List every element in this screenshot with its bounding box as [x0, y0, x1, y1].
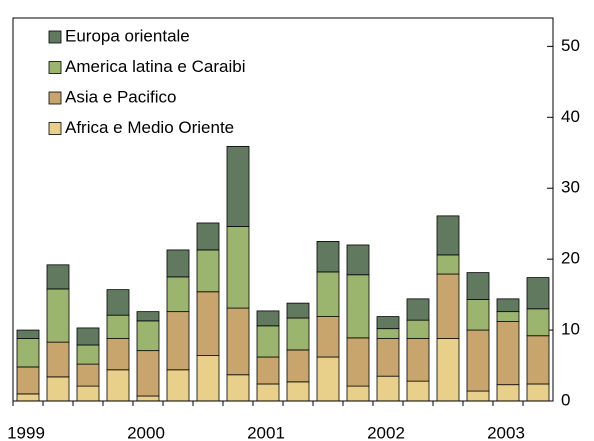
- bar-segment: [196, 249, 220, 293]
- bar-segment: [496, 384, 520, 402]
- bar-segment: [16, 366, 40, 395]
- bar-segment: [136, 350, 160, 397]
- bar-segment: [256, 383, 280, 402]
- bar-segment: [496, 298, 520, 313]
- legend-swatch: [48, 61, 62, 74]
- bar-segment: [406, 319, 430, 339]
- bar-segment: [466, 390, 490, 402]
- y-tick-label: 0: [561, 390, 570, 409]
- bar-segment: [196, 355, 220, 402]
- bar-segment: [286, 317, 310, 351]
- bar-segment: [526, 308, 550, 337]
- bar-segment: [196, 291, 220, 357]
- bar-segment: [346, 244, 370, 276]
- bar-segment: [196, 222, 220, 251]
- bar-segment: [466, 329, 490, 392]
- bar-segment: [16, 329, 40, 339]
- bar-segment: [166, 311, 190, 371]
- legend-label: Africa e Medio Oriente: [65, 118, 234, 137]
- bar-segment: [226, 307, 250, 376]
- bar-segment: [406, 338, 430, 382]
- bar-segment: [316, 356, 340, 402]
- legend-label: America latina e Caraibi: [65, 57, 245, 76]
- bar-segment: [286, 349, 310, 383]
- bar-segment: [526, 335, 550, 385]
- bar-segment: [316, 316, 340, 358]
- bar-segment: [46, 376, 70, 402]
- bar-segment: [376, 338, 400, 377]
- bar-segment: [76, 327, 100, 346]
- x-tick-label: 2000: [127, 423, 165, 441]
- bar-segment: [466, 299, 490, 331]
- bar-segment: [46, 288, 70, 343]
- legend-swatch: [48, 122, 62, 135]
- bar-segment: [496, 321, 520, 386]
- bar-segment: [466, 272, 490, 300]
- bar-segment: [76, 385, 100, 402]
- plot-frame: [12, 17, 554, 402]
- bar-segment: [406, 298, 430, 321]
- bar-segment: [346, 274, 370, 339]
- y-tick-label: 50: [561, 36, 580, 55]
- legend-label: Europa orientale: [65, 26, 190, 45]
- bar-segment: [106, 338, 130, 371]
- bar-segment: [16, 393, 40, 402]
- y-tick-label: 20: [561, 249, 580, 268]
- bar-segment: [16, 338, 40, 368]
- bar-segment: [166, 249, 190, 278]
- bar-segment: [136, 395, 160, 402]
- x-tick-label: 2001: [247, 423, 285, 441]
- bar-segment: [166, 276, 190, 313]
- bar-segment: [376, 375, 400, 402]
- legend-label: Asia e Pacifico: [65, 87, 177, 106]
- bar-segment: [106, 369, 130, 402]
- bar-segment: [226, 374, 250, 402]
- bar-segment: [226, 145, 250, 227]
- bar-segment: [526, 383, 550, 402]
- bar-segment: [436, 273, 460, 339]
- bar-segment: [46, 341, 70, 378]
- bar-segment: [436, 215, 460, 256]
- bar-segment: [136, 311, 160, 322]
- bar-segment: [406, 380, 430, 402]
- bar-segment: [436, 338, 460, 402]
- bar-segment: [286, 381, 310, 402]
- bar-segment: [316, 271, 340, 317]
- x-tick-label: 2003: [487, 423, 525, 441]
- legend-swatch: [48, 30, 62, 44]
- y-tick-label: 30: [561, 178, 580, 197]
- legend-swatch: [48, 91, 62, 105]
- bar-segment: [496, 311, 520, 322]
- bar-segment: [76, 344, 100, 365]
- bar-segment: [136, 320, 160, 352]
- bar-segment: [106, 314, 130, 339]
- bar-segment: [376, 316, 400, 330]
- bar-segment: [376, 328, 400, 339]
- bar-segment: [346, 337, 370, 387]
- bar-segment: [76, 363, 100, 387]
- bar-segment: [256, 356, 280, 385]
- bar-segment: [436, 254, 460, 275]
- bar-segment: [256, 310, 280, 327]
- bar-segment: [106, 289, 130, 316]
- bar-segment: [46, 264, 70, 290]
- bar-segment: [316, 241, 340, 273]
- bar-segment: [166, 369, 190, 402]
- bar-segment: [256, 325, 280, 358]
- bar-segment: [526, 277, 550, 310]
- y-tick-label: 10: [561, 320, 580, 339]
- bar-segment: [346, 385, 370, 402]
- y-tick-label: 40: [561, 107, 580, 126]
- bar-segment: [286, 302, 310, 319]
- bar-segment: [226, 226, 250, 309]
- x-tick-label: 2002: [367, 423, 405, 441]
- x-tick-label: 1999: [7, 423, 45, 441]
